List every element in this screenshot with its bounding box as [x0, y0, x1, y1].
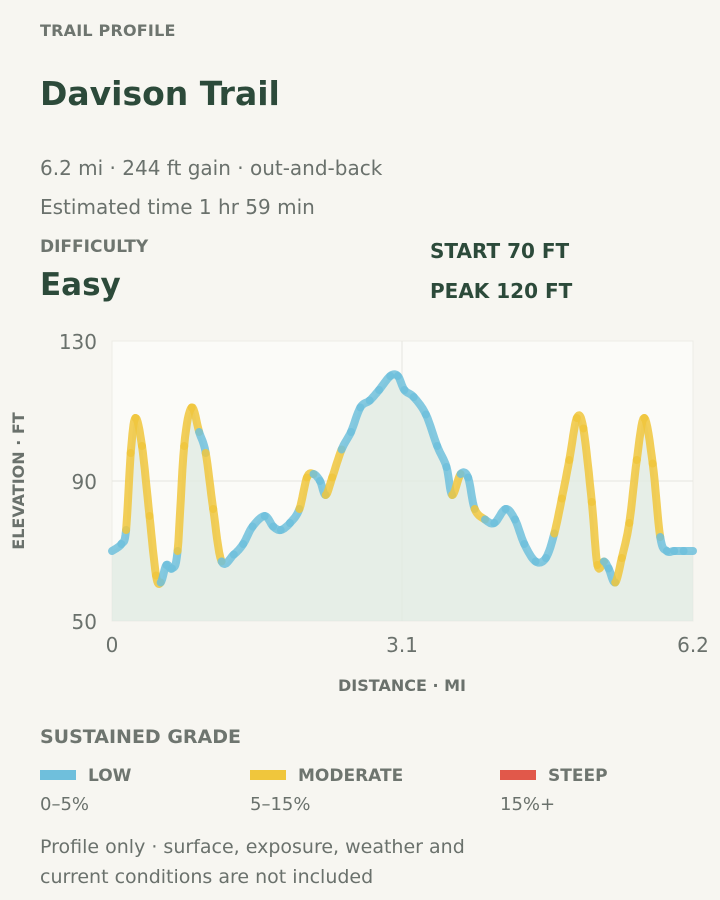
profile-segment-moderate — [295, 473, 311, 513]
profile-segment-low — [409, 393, 430, 419]
section-eyebrow: TRAIL PROFILE — [40, 21, 176, 40]
profile-segment-moderate — [209, 505, 226, 566]
profile-segment-moderate — [617, 519, 634, 562]
y-axis-title: ELEVATION · FT — [9, 412, 28, 550]
low-grade-swatch — [40, 769, 76, 780]
x-tick-0: 0 — [106, 633, 119, 657]
profile-segment-low — [117, 526, 131, 548]
profile-segment-low — [421, 410, 442, 450]
profile-segment-moderate — [550, 494, 566, 538]
profile-segment-moderate — [565, 414, 581, 464]
grade-segments — [108, 370, 697, 588]
legend-range-moderate: 5–15% — [250, 794, 311, 815]
profile-segment-moderate — [640, 414, 657, 468]
x-tick-6-2: 6.2 — [677, 633, 709, 657]
profile-segment-moderate — [611, 554, 626, 587]
legend-item-moderate: MODERATE 5–15% — [250, 766, 403, 815]
profile-segment-moderate — [131, 414, 146, 450]
legend-item-low: LOW 0–5% — [40, 766, 131, 815]
legend-label-steep: STEEP — [548, 766, 608, 786]
peak-elevation: PEAK 120 FT — [430, 279, 573, 303]
elevation-profile-chart: 130 90 50 0 3.1 6.2 DISTANCE · MI ELEVAT… — [9, 330, 709, 695]
profile-segment-low — [195, 428, 210, 457]
trail-title: Davison Trail — [40, 74, 280, 113]
trail-summary: 6.2 mi · 244 ft gain · out-and-back — [40, 156, 383, 180]
legend-label-moderate: MODERATE — [298, 766, 404, 786]
y-tick-130: 130 — [59, 330, 97, 354]
profile-segment-moderate — [122, 449, 135, 534]
profile-segment-moderate — [572, 411, 588, 433]
profile-segment-moderate — [557, 456, 574, 503]
profile-segment-low — [464, 473, 479, 513]
legend-range-low: 0–5% — [40, 794, 90, 815]
profile-disclaimer: Profile only · surface, exposure, weathe… — [40, 836, 465, 888]
profile-segment-moderate — [173, 442, 189, 555]
profile-segment-low — [511, 515, 529, 548]
x-axis-title: DISTANCE · MI — [338, 676, 466, 695]
moderate-grade-swatch — [250, 769, 286, 780]
difficulty-label: DIFFICULTY — [40, 237, 149, 257]
profile-segment-moderate — [201, 449, 218, 513]
profile-segment-moderate — [328, 445, 346, 482]
profile-segment-low — [541, 529, 559, 562]
x-tick-3-1: 3.1 — [386, 633, 418, 657]
estimated-time: Estimated time 1 hr 59 min — [40, 195, 315, 219]
profile-segment-moderate — [321, 473, 337, 499]
profile-segment-moderate — [579, 424, 596, 506]
y-tick-90: 90 — [72, 470, 97, 494]
profile-segment-moderate — [625, 456, 641, 527]
profile-segment-moderate — [587, 498, 602, 569]
profile-segment-moderate — [187, 403, 204, 436]
profile-segment-moderate — [648, 459, 665, 541]
grade-legend-title: SUSTAINED GRADE — [40, 726, 242, 748]
profile-segment-moderate — [138, 442, 154, 520]
start-elevation: START 70 FT — [430, 239, 570, 263]
y-tick-50: 50 — [72, 610, 97, 634]
legend-range-steep: 15%+ — [500, 794, 556, 815]
profile-segment-moderate — [145, 512, 160, 580]
steep-grade-swatch — [500, 769, 536, 780]
legend-item-steep: STEEP 15%+ — [500, 766, 608, 815]
difficulty-value: Easy — [40, 267, 121, 303]
profile-segment-low — [168, 547, 182, 573]
legend-label-low: LOW — [88, 766, 132, 786]
